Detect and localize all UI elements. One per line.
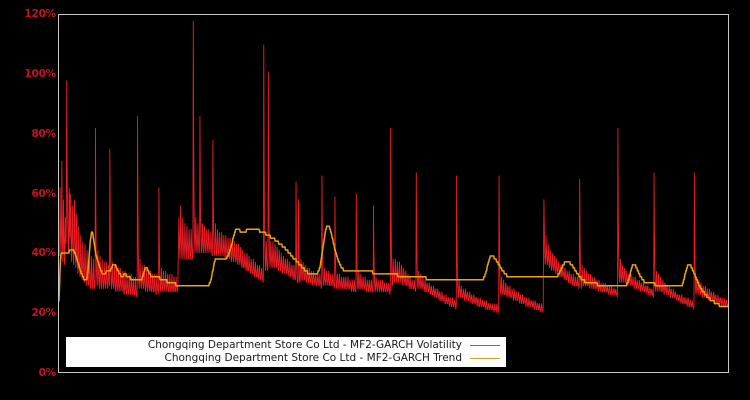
volatility-line [59,20,728,313]
legend-label-volatility: Chongqing Department Store Co Ltd - MF2-… [147,339,462,351]
trend-line [59,225,728,308]
chart-legend: Chongqing Department Store Co Ltd - MF2-… [66,337,506,367]
legend-label-trend: Chongqing Department Store Co Ltd - MF2-… [164,352,462,364]
y-axis-tick-20pct: 20% [31,307,56,320]
legend-swatch-trend-icon [470,358,500,359]
y-axis-tick-0pct: 0% [38,367,57,379]
y-axis-tick-120pct: 120% [24,8,56,20]
y-axis-tick-40pct: 40% [31,247,56,260]
y-axis-tick-labels: 0% 20% 40% 60% 80% 100% 120% [0,0,56,400]
y-axis-tick-80pct: 80% [31,127,56,140]
legend-entry-volatility: Chongqing Department Store Co Ltd - MF2-… [66,339,506,352]
legend-entry-trend: Chongqing Department Store Co Ltd - MF2-… [66,352,506,365]
y-axis-tick-100pct: 100% [24,67,56,80]
legend-swatch-volatility-icon [470,345,500,346]
series-canvas [59,20,728,313]
y-axis-tick-60pct: 60% [31,187,56,200]
plot-area [58,14,729,373]
